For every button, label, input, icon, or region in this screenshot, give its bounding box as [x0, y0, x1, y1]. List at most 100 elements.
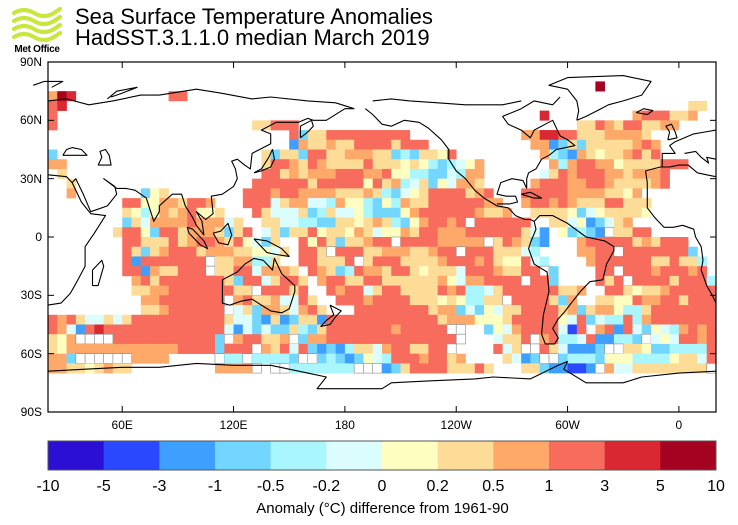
grid-cell: [261, 237, 271, 248]
grid-cell: [493, 305, 503, 316]
grid-cell: [623, 314, 633, 325]
grid-cell: [335, 168, 346, 179]
grid-cell: [307, 178, 318, 189]
grid-cell: [419, 275, 429, 286]
grid-cell: [205, 275, 216, 286]
grid-cell: [604, 305, 615, 316]
grid-cell: [660, 159, 670, 170]
grid-cell: [140, 266, 151, 277]
grid-cell: [613, 188, 624, 199]
grid-cell: [623, 120, 633, 131]
grid-cell: [456, 188, 466, 199]
grid-cell: [354, 295, 364, 306]
grid-cell: [641, 159, 652, 170]
grid-cell: [187, 207, 197, 218]
grid-cell: [372, 324, 383, 335]
grid-cell: [409, 256, 420, 267]
grid-cell: [586, 188, 596, 199]
grid-cell: [511, 285, 522, 296]
grid-cell: [669, 324, 680, 335]
grid-cell: [604, 226, 615, 238]
grid-cell: [549, 168, 559, 179]
grid-cell: [75, 363, 86, 374]
grid-cell: [604, 188, 615, 199]
grid-cell: [400, 168, 411, 179]
grid-cell: [419, 159, 429, 170]
grid-cell: [382, 285, 392, 296]
grid-cell: [298, 159, 309, 170]
grid-cell: [660, 314, 670, 325]
grid-cell: [409, 168, 420, 179]
grid-cell: [502, 217, 513, 228]
grid-cell: [205, 295, 216, 306]
grid-cell: [586, 120, 596, 131]
grid-cell: [419, 198, 429, 209]
grid-cell: [196, 246, 207, 257]
grid-cell: [140, 246, 151, 257]
grid-cell: [122, 198, 132, 209]
grid-cell: [335, 217, 346, 228]
grid-cell: [613, 217, 624, 228]
grid-cell: [215, 217, 225, 228]
grid-cell: [409, 343, 420, 354]
x-tick-label: 180: [334, 418, 355, 432]
grid-cell: [168, 285, 179, 296]
coastline: [635, 108, 654, 116]
grid-cell: [289, 227, 299, 238]
grid-cell: [613, 343, 624, 354]
grid-cell: [196, 256, 207, 267]
grid-cell: [660, 353, 670, 364]
grid-cell: [103, 353, 114, 364]
grid-cell: [363, 266, 374, 277]
grid-cell: [382, 130, 392, 141]
grid-cell: [558, 363, 568, 374]
grid-cell: [140, 334, 151, 345]
grid-cell: [604, 334, 615, 345]
grid-cell: [112, 334, 123, 345]
grid-cell: [122, 256, 132, 267]
grid-cell: [307, 149, 318, 160]
grid-cell: [595, 314, 605, 325]
grid-cell: [697, 363, 708, 374]
grid-cell: [400, 188, 411, 199]
coastline: [107, 86, 138, 100]
grid-cell: [409, 314, 420, 325]
grid-cell: [196, 217, 207, 228]
grid-cell: [168, 256, 179, 267]
grid-cell: [335, 343, 346, 354]
grid-cell: [474, 207, 485, 218]
grid-cell: [511, 353, 522, 364]
grid-cell: [502, 324, 513, 335]
grid-cell: [669, 295, 680, 306]
grid-cell: [641, 227, 652, 238]
grid-cell: [409, 237, 420, 248]
grid-cell: [409, 324, 420, 335]
coastline: [661, 129, 717, 167]
grid-cell: [307, 188, 318, 199]
grid-cell: [307, 159, 318, 170]
grid-cell: [604, 149, 615, 160]
grid-cell: [586, 139, 596, 150]
grid-cell: [372, 334, 383, 345]
grid-cell: [289, 188, 299, 199]
grid-cell: [382, 168, 392, 179]
grid-cell: [678, 256, 689, 267]
grid-cell: [688, 246, 698, 257]
grid-cell: [502, 266, 513, 277]
grid-cell: [205, 285, 216, 296]
grid-cell: [558, 334, 568, 345]
grid-cell: [344, 149, 355, 160]
grid-cell: [335, 285, 346, 296]
grid-cell: [604, 198, 615, 209]
grid-cell: [400, 314, 411, 325]
grid-cell: [363, 130, 374, 141]
grid-cell: [613, 275, 624, 286]
grid-cell: [196, 305, 207, 316]
grid-cell: [632, 110, 643, 121]
grid-cell: [604, 207, 615, 218]
grid-cell: [159, 295, 169, 306]
grid-cell: [623, 285, 633, 296]
grid-cell: [632, 314, 643, 325]
grid-cell: [289, 159, 299, 170]
grid-cell: [224, 266, 234, 277]
